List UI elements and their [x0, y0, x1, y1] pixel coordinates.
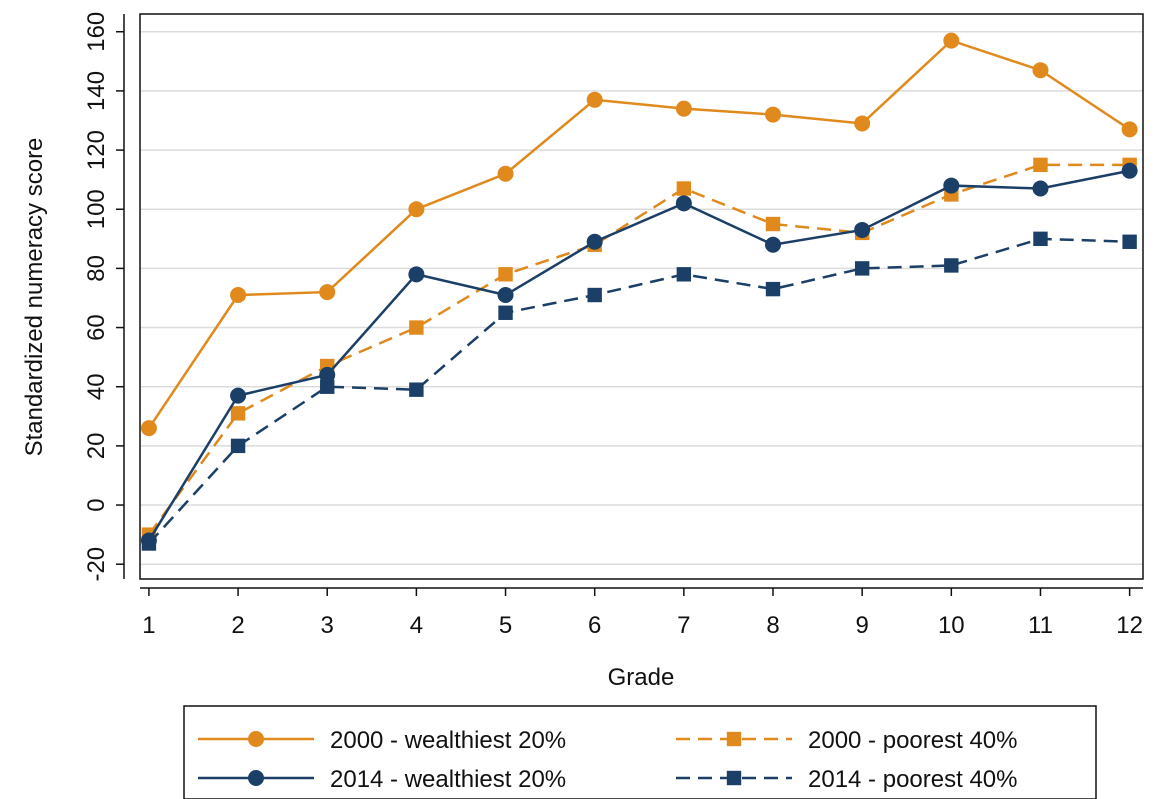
y-axis-title: Standardized numeracy score — [21, 138, 48, 457]
data-point — [230, 287, 247, 304]
data-point — [498, 267, 513, 282]
gridlines — [140, 30, 1143, 565]
data-point — [1122, 234, 1137, 249]
data-point — [586, 91, 603, 108]
data-point — [408, 266, 425, 283]
legend-label: 2000 - wealthiest 20% — [330, 727, 566, 754]
x-axis: 1 2 3 4 5 6 7 8 9 10 11 12 — [140, 587, 1143, 639]
data-point — [1033, 157, 1048, 173]
legend-swatch-marker — [726, 770, 742, 786]
data-point — [944, 258, 959, 273]
y-tick-label: 100 — [83, 189, 110, 229]
series-line — [147, 163, 1130, 536]
legend-swatch-marker — [726, 731, 742, 747]
data-point — [854, 115, 871, 132]
series-0 — [140, 32, 1138, 437]
y-tick-label: 60 — [83, 314, 110, 341]
y-tick-label: 160 — [83, 12, 110, 52]
x-axis-title: Grade — [608, 664, 675, 691]
series-2 — [140, 162, 1138, 549]
data-point — [497, 287, 514, 304]
data-point — [230, 406, 246, 421]
data-point — [943, 177, 960, 194]
legend-swatch-marker — [248, 731, 264, 747]
plot-frame — [139, 13, 1144, 580]
y-axis: -20 0 20 40 60 80 100 120 140 160 — [83, 12, 125, 582]
legend: 2000 - wealthiest 20% 2000 - poorest 40% 2… — [183, 705, 1097, 799]
data-point — [943, 32, 960, 49]
x-tick-label: 3 — [321, 612, 334, 639]
data-point — [1121, 162, 1138, 179]
data-point — [140, 420, 157, 437]
series-line — [147, 237, 1130, 545]
legend-swatch-marker — [248, 770, 264, 786]
legend-frame — [183, 705, 1097, 799]
y-tick-label: 0 — [83, 498, 110, 511]
data-point — [587, 287, 602, 303]
data-point — [498, 305, 513, 320]
data-point — [765, 236, 782, 253]
x-tick-label: 2 — [231, 612, 244, 639]
x-tick-label: 9 — [855, 612, 868, 639]
x-tick-label: 5 — [499, 612, 512, 639]
data-point — [676, 181, 692, 196]
y-tick-label: 140 — [83, 71, 110, 111]
data-point — [676, 267, 692, 282]
data-point — [586, 233, 603, 250]
data-point — [140, 532, 157, 549]
legend-item: 2000 - poorest 40% — [676, 727, 1017, 754]
data-point — [1033, 231, 1048, 247]
data-point — [765, 281, 781, 297]
x-tick-label: 10 — [938, 612, 965, 639]
x-tick-label: 6 — [588, 612, 601, 639]
legend-item: 2000 - wealthiest 20% — [198, 727, 566, 754]
series-line — [147, 39, 1131, 429]
legend-label: 2000 - poorest 40% — [808, 727, 1017, 754]
legend-label: 2014 - poorest 40% — [808, 766, 1017, 793]
series-line — [147, 169, 1130, 542]
data-point — [230, 387, 247, 404]
legend-label: 2014 - wealthiest 20% — [330, 766, 566, 793]
data-point — [409, 382, 424, 397]
data-point — [409, 320, 424, 335]
x-tick-label: 8 — [766, 612, 779, 639]
data-point — [1121, 121, 1138, 138]
data-point — [497, 165, 514, 182]
data-point — [675, 195, 692, 212]
series-layer — [140, 32, 1138, 551]
legend-item: 2014 - poorest 40% — [676, 766, 1017, 793]
data-point — [854, 221, 871, 238]
data-point — [319, 284, 336, 301]
legend-item: 2014 - wealthiest 20% — [198, 766, 566, 793]
x-tick-label: 1 — [142, 612, 155, 639]
x-tick-label: 7 — [677, 612, 690, 639]
data-point — [408, 201, 425, 218]
data-point — [765, 216, 781, 232]
y-tick-label: 80 — [83, 255, 110, 282]
x-tick-label: 12 — [1116, 612, 1143, 639]
y-tick-label: 120 — [83, 130, 110, 170]
plot-background — [140, 14, 1143, 579]
series-3 — [141, 231, 1137, 551]
data-point — [765, 106, 782, 123]
data-point — [319, 366, 336, 383]
x-tick-label: 4 — [410, 612, 423, 639]
y-tick-label: 20 — [83, 433, 110, 460]
y-tick-label: 40 — [83, 373, 110, 400]
data-point — [1032, 180, 1049, 197]
data-point — [675, 100, 692, 117]
data-point — [320, 379, 335, 394]
data-point — [230, 438, 246, 454]
data-point — [1032, 62, 1049, 79]
x-tick-label: 11 — [1028, 612, 1053, 639]
data-point — [854, 261, 870, 276]
y-tick-label: -20 — [83, 547, 110, 582]
